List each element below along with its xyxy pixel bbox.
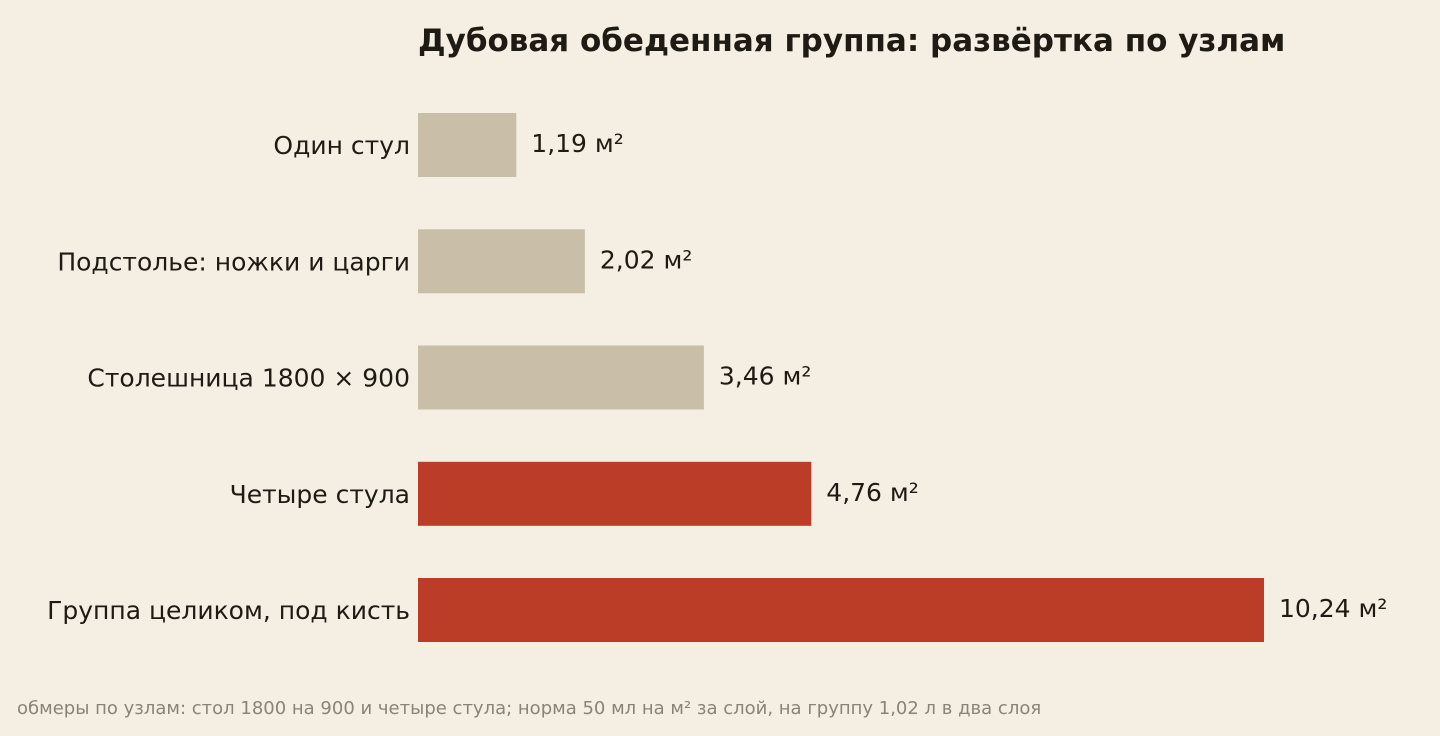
bar-2: [418, 229, 585, 294]
bars-layer: Один стул 1,19 м² Подстолье: ножки и царги…: [47, 113, 1387, 642]
bar-5: [418, 578, 1264, 642]
category-label-3: Столешница 1800 × 900: [87, 364, 410, 393]
value-label-2: 2,02 м²: [600, 245, 693, 274]
category-label-1: Один стул: [273, 131, 410, 160]
bar-1: [418, 113, 517, 177]
value-label-4: 4,76 м²: [826, 478, 919, 507]
bar-3: [418, 345, 704, 410]
category-label-2: Подстолье: ножки и царги: [57, 247, 410, 276]
chart-footnote: обмеры по узлам: стол 1800 на 900 и четы…: [17, 698, 1041, 719]
value-label-5: 10,24 м²: [1279, 594, 1387, 623]
bar-4: [418, 461, 812, 526]
chart-title: Дубовая обеденная группа: развёртка по у…: [418, 23, 1285, 59]
category-label-4: Четыре стула: [230, 480, 410, 509]
value-label-3: 3,46 м²: [719, 362, 812, 391]
category-label-5: Группа целиком, под кисть: [47, 596, 410, 625]
value-label-1: 1,19 м²: [531, 129, 624, 158]
